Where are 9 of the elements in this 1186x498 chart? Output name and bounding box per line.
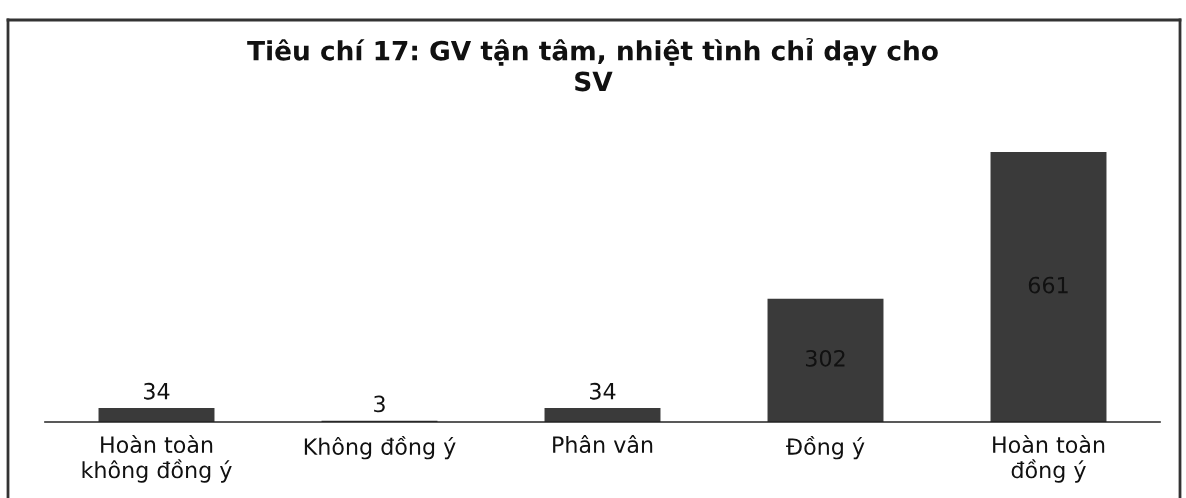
data-label: 34 (590, 382, 616, 400)
x-tick-label: Phân vân (553, 435, 653, 454)
data-label: 3 (374, 395, 385, 413)
data-label: 34 (144, 382, 170, 400)
x-tick-label: Hoàn toàn không đồng ý (82, 435, 232, 483)
x-tick-label: Không đồng ý (304, 435, 456, 460)
x-tick-label: Đồng ý (786, 435, 865, 460)
x-tick-label: Hoàn toàn đồng ý (993, 435, 1105, 483)
chart-title: Tiêu chí 17: GV tận tâm, nhiệt tình chỉ dạy cho SV (247, 38, 938, 92)
